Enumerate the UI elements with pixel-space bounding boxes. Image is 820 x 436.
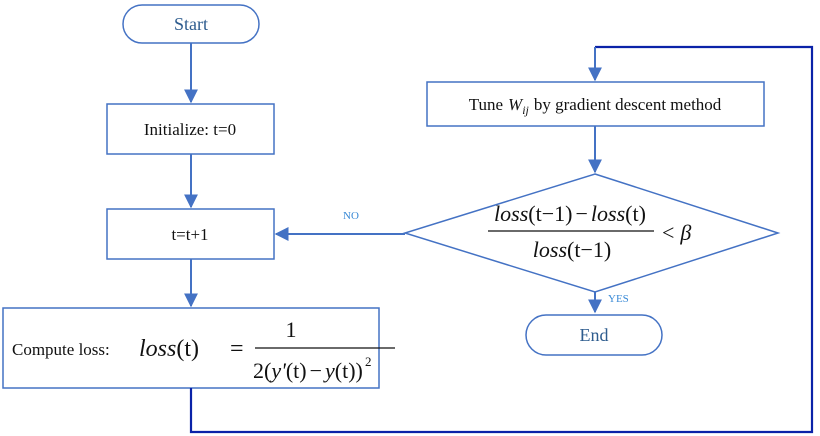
loop-back-line: [189, 45, 814, 434]
loss-numerator: 1: [286, 317, 297, 342]
end-label: End: [580, 325, 609, 345]
increment-label: t=t+1: [171, 225, 208, 244]
convergence-decision-node: loss(t−1) − loss(t) loss(t−1) < β: [402, 173, 781, 293]
tune-label: Tune Wij by gradient descent method: [469, 95, 722, 117]
start-node: Start: [122, 4, 260, 44]
loss-denominator-exponent: 2: [365, 354, 372, 369]
tune-weights-node: Tune Wij by gradient descent method: [426, 81, 765, 127]
compute-loss-node: Compute loss: loss(t) = 1 2(y'(t) − y(t)) …: [2, 307, 395, 389]
decision-compare: < β: [662, 220, 691, 245]
decision-numerator: loss(t−1) − loss(t): [494, 201, 646, 226]
loss-equals-sign: =: [230, 336, 244, 362]
loss-lhs-function: loss: [139, 336, 176, 362]
no-branch-label: NO: [343, 210, 359, 222]
loss-formula: loss(t) = 1 2(y'(t) − y(t)) 2: [139, 317, 395, 383]
compute-loss-prefix: Compute loss:: [12, 340, 110, 359]
yes-branch-label: YES: [608, 293, 629, 305]
loss-lhs-argument: (t): [176, 336, 199, 362]
svg-text:loss(t): loss(t): [139, 336, 199, 362]
initialize-node: Initialize: t=0: [106, 103, 275, 155]
end-node: End: [525, 314, 663, 356]
convergence-formula: loss(t−1) − loss(t) loss(t−1) < β: [488, 201, 691, 262]
loss-denominator: 2(y'(t) − y(t)): [253, 358, 363, 383]
decision-denominator: loss(t−1): [533, 237, 611, 262]
increment-node: t=t+1: [106, 208, 275, 260]
initialize-label: Initialize: t=0: [144, 120, 236, 139]
start-label: Start: [174, 14, 208, 34]
